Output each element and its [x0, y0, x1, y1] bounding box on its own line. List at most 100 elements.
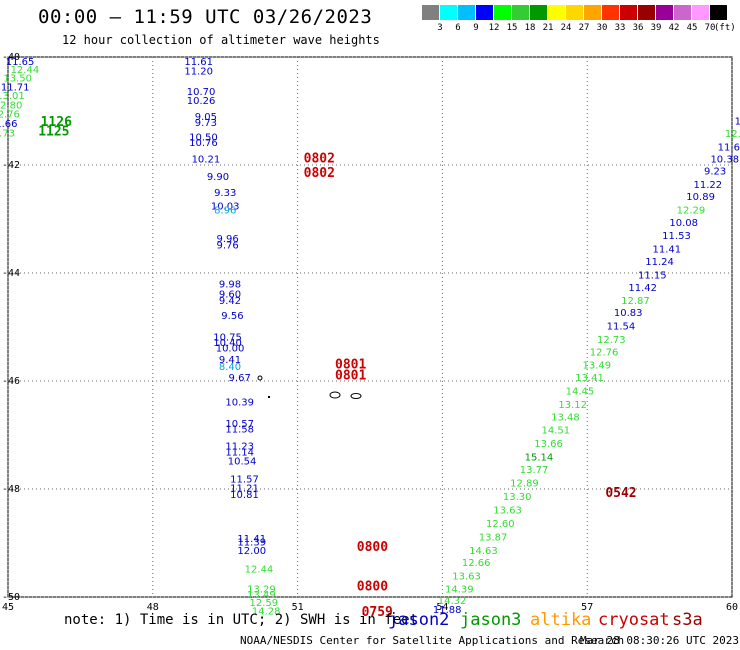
- wave-height-value: 10.70: [187, 87, 216, 98]
- wave-height-value: 11.66: [0, 119, 17, 130]
- wave-height-value: 9.56: [221, 311, 243, 322]
- legend-tick-label: 12: [488, 23, 500, 33]
- wave-height-value: 9.96: [216, 234, 238, 245]
- wave-height-value: 12.66: [462, 558, 491, 569]
- lat-tick-label: -46: [2, 376, 20, 387]
- wave-height-value: 11.57: [230, 475, 259, 486]
- satellite-cryosat: cryosat: [598, 610, 670, 630]
- wave-height-value: 10.39: [225, 397, 254, 408]
- legend-swatch: [602, 5, 619, 20]
- island-dot: [268, 396, 270, 398]
- wave-height-value: 11.65: [6, 57, 35, 68]
- lon-tick-label: 48: [147, 602, 159, 613]
- pass-time-label: 0801: [335, 358, 366, 373]
- wave-height-value: 13.41: [575, 373, 604, 384]
- legend-swatch: [422, 5, 439, 20]
- wave-height-value: 9.98: [219, 280, 241, 291]
- wave-height-value: 10.75: [213, 333, 242, 344]
- wave-height-value: 9.90: [207, 172, 229, 183]
- legend-tick-label: 6: [455, 23, 461, 33]
- wave-height-value: 12.29: [677, 206, 706, 217]
- wave-height-value: 12.18: [725, 129, 740, 140]
- wave-height-value: 15.14: [525, 452, 554, 463]
- page-subtitle: 12 hour collection of altimeter wave hei…: [62, 33, 380, 47]
- wave-height-value: 9.60: [219, 289, 241, 300]
- wave-height-value: 11.14: [225, 448, 254, 459]
- lat-tick-label: -44: [2, 268, 20, 279]
- wave-height-value: 9.05: [195, 112, 217, 123]
- page-title: 00:00 – 11:59 UTC 03/26/2023: [38, 6, 373, 28]
- wave-height-value: 11.64: [718, 142, 740, 153]
- legend-swatch: [494, 5, 511, 20]
- legend-tick-label: 33: [614, 23, 626, 33]
- wave-height-value: 10.08: [669, 218, 698, 229]
- wave-height-value: 13.66: [534, 439, 563, 450]
- wave-height-value: 13.48: [551, 412, 580, 423]
- wave-height-value: 10.03: [211, 201, 240, 212]
- wave-height-value: 10.40: [213, 338, 242, 349]
- wave-height-value: 12.60: [486, 519, 515, 530]
- legend-swatch: [692, 5, 709, 20]
- wave-height-value: 12.00: [237, 546, 266, 557]
- legend-tick-label: 42: [668, 23, 680, 33]
- wave-height-value: 14.63: [469, 546, 498, 557]
- wave-height-value: 11.58: [225, 424, 254, 435]
- legend-swatch: [476, 5, 493, 20]
- lat-tick-label: -50: [2, 592, 20, 603]
- wave-height-value: 13.29: [247, 585, 276, 596]
- wave-height-value: 13.63: [452, 572, 481, 583]
- wave-height-value: 9.33: [214, 188, 236, 199]
- legend-swatch: [458, 5, 475, 20]
- wave-height-value: 11.95: [735, 117, 740, 128]
- legend-tick-label: 30: [596, 23, 608, 33]
- island-outline: [350, 393, 362, 399]
- wave-height-value: 10.76: [189, 138, 218, 149]
- wave-height-value: 12.59: [249, 598, 278, 609]
- legend-swatch: [674, 5, 691, 20]
- wave-height-value: 13.73: [0, 128, 15, 139]
- wave-height-value: 10.57: [225, 419, 254, 430]
- legend-tick-label: 36: [632, 23, 644, 33]
- wave-height-value: 10.83: [614, 308, 643, 319]
- satellite-s3a: s3a: [672, 610, 703, 630]
- wave-height-value: 9.42: [219, 296, 241, 307]
- wave-height-value: 9.41: [219, 355, 241, 366]
- map-frame: [7, 56, 733, 598]
- wave-height-value: 9.23: [704, 167, 726, 178]
- legend-tick-label: 21: [542, 23, 554, 33]
- wave-height-value: 12.76: [0, 109, 20, 120]
- legend-unit: (ft): [714, 23, 736, 33]
- pass-time-label: 1126: [41, 115, 72, 130]
- island-outline: [257, 375, 263, 381]
- wave-height-value: 8.40: [219, 362, 241, 373]
- wave-height-value: 10.38: [710, 154, 739, 165]
- wave-height-value: 12.89: [510, 478, 539, 489]
- legend-swatch: [710, 5, 727, 20]
- wave-height-value: 13.49: [583, 361, 612, 372]
- legend-tick-label: 15: [506, 23, 518, 33]
- legend-swatch: [638, 5, 655, 20]
- wave-height-value: 9.73: [195, 118, 217, 129]
- satellite-jason2: jason2: [388, 610, 450, 630]
- wave-height-value: 8.96: [214, 206, 236, 217]
- lat-tick-label: -42: [2, 160, 20, 171]
- pass-time-label: 0802: [304, 166, 335, 181]
- pass-time-label: 1125: [38, 124, 69, 139]
- lon-tick-label: 54: [436, 602, 448, 613]
- wave-height-value: 11.39: [237, 538, 266, 549]
- legend-swatch: [440, 5, 457, 20]
- wave-height-value: 9.67: [229, 373, 251, 384]
- wave-height-value: 10.21: [192, 154, 221, 165]
- wave-height-value: 12.73: [597, 335, 626, 346]
- lon-tick-label: 45: [2, 602, 14, 613]
- lat-tick-label: -48: [2, 484, 20, 495]
- pass-time-label: 0759: [362, 605, 393, 620]
- wave-height-value: 11.23: [225, 442, 254, 453]
- wave-height-value: 11.21: [230, 484, 259, 495]
- pass-time-label: 0800: [357, 540, 388, 555]
- wave-height-value: 12.87: [621, 296, 650, 307]
- wave-height-value: 11.41: [237, 534, 266, 545]
- legend-tick-label: 24: [560, 23, 572, 33]
- credit-line: NOAA/NESDIS Center for Satellite Applica…: [240, 634, 625, 647]
- wave-height-value: 12.44: [11, 65, 40, 76]
